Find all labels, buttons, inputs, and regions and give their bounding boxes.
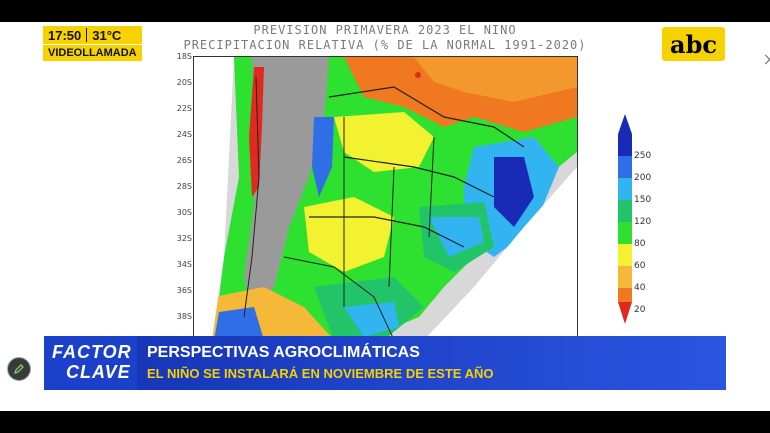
brand-line2: CLAVE (66, 362, 131, 382)
color-legend: 250 200 150 120 80 60 40 20 (618, 114, 678, 324)
headline-block: PERSPECTIVAS AGROCLIMÁTICAS EL NIÑO SE I… (137, 336, 726, 390)
legend-label: 250 (634, 151, 652, 161)
brand-line1: FACTOR (52, 342, 132, 362)
clock-time: 17:50 (48, 27, 82, 43)
legend-bar (618, 114, 632, 324)
legend-label: 120 (634, 217, 652, 227)
program-brand: FACTOR CLAVE (44, 336, 137, 390)
legend-label: 40 (634, 283, 646, 293)
lat-label: 22S (176, 104, 192, 113)
lat-label: 28S (176, 182, 192, 191)
lat-label: 32S (176, 234, 192, 243)
map-subtitle: PRECIPITACION RELATIVA (% DE LA NORMAL 1… (183, 38, 587, 52)
lat-label: 38S (176, 312, 192, 321)
lat-label: 26S (176, 156, 192, 165)
lat-label: 30S (176, 208, 192, 217)
abc-logo: abc (662, 27, 725, 61)
headline: PERSPECTIVAS AGROCLIMÁTICAS (147, 344, 420, 361)
lat-label: 36S (176, 286, 192, 295)
lat-label: 20S (176, 78, 192, 87)
lat-label: 24S (176, 130, 192, 139)
legend-label: 200 (634, 173, 652, 183)
legend-label: 60 (634, 261, 646, 271)
subheadline: EL NIÑO SE INSTALARÁ EN NOVIEMBRE DE EST… (147, 366, 494, 381)
lower-third: FACTOR CLAVE PERSPECTIVAS AGROCLIMÁTICAS… (44, 336, 726, 390)
precipitation-map (193, 56, 578, 341)
legend-label: 150 (634, 195, 652, 205)
legend-label: 80 (634, 239, 646, 249)
temperature: 31°C (92, 27, 122, 43)
pen-icon[interactable] (7, 357, 31, 381)
map-fill (194, 57, 577, 340)
legend-label: 20 (634, 305, 646, 315)
lat-label: 34S (176, 260, 192, 269)
videocall-label: VIDEOLLAMADA (43, 45, 142, 61)
live-badge: 17:50 31°C VIDEOLLAMADA (43, 26, 142, 62)
lat-label: 18S (176, 52, 192, 61)
map-title: PREVISION PRIMAVERA 2023 EL NINO (253, 23, 517, 37)
badge-divider (86, 28, 88, 42)
broadcast-frame: PREVISION PRIMAVERA 2023 EL NINO PRECIPI… (0, 22, 770, 411)
latitude-axis: 18S 20S 22S 24S 26S 28S 30S 32S 34S 36S … (168, 52, 192, 346)
